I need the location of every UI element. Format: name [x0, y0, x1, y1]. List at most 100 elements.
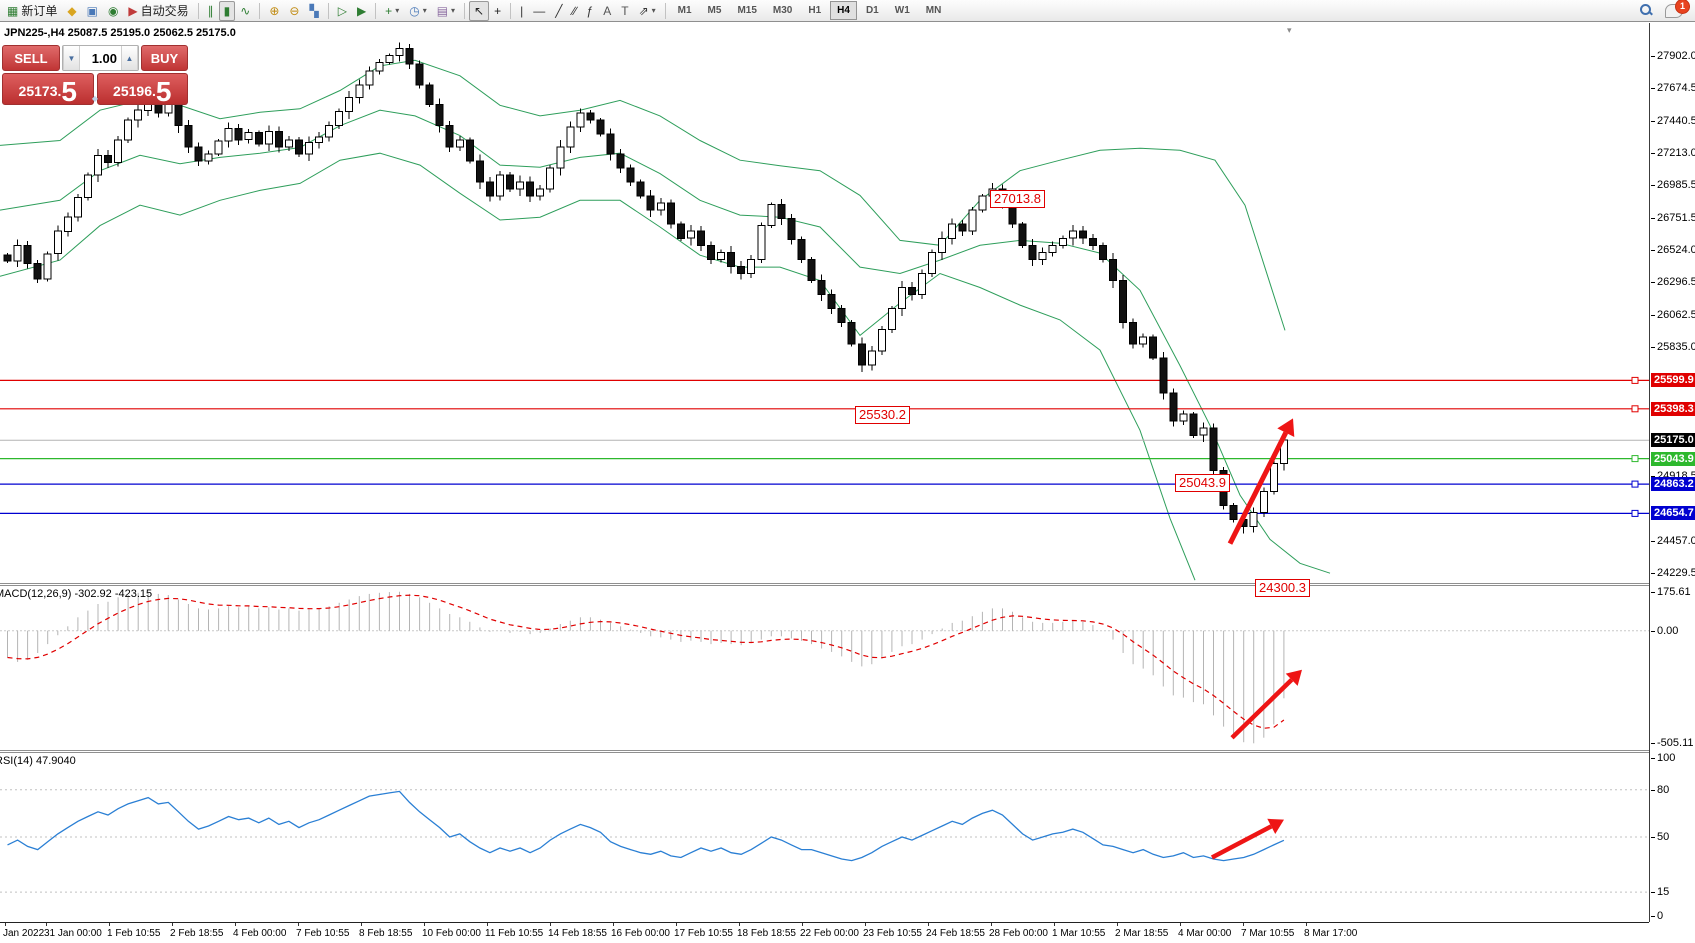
chat-icon[interactable]: 1: [1665, 0, 1690, 18]
tile-windows-button[interactable]: ▚: [304, 1, 323, 21]
chart-shift-marker[interactable]: ▾: [1287, 25, 1292, 35]
time-tick: [1117, 923, 1118, 926]
volume-increase-button[interactable]: ▲: [121, 46, 138, 70]
price-callout[interactable]: 25043.9: [1175, 474, 1230, 492]
price-callout[interactable]: 24300.3: [1255, 579, 1310, 597]
indicators-button[interactable]: + ▾: [380, 1, 404, 21]
chart-area: JPN225-,H4 25087.5 25195.0 25062.5 25175…: [0, 23, 1695, 943]
market-watch-button[interactable]: ◆: [62, 1, 81, 21]
rsi-canvas[interactable]: [0, 752, 1649, 922]
trend-arrow[interactable]: [1227, 418, 1295, 545]
search-icon[interactable]: [1640, 4, 1653, 17]
crosshair-button[interactable]: +: [489, 1, 506, 21]
macd-canvas[interactable]: [0, 585, 1649, 750]
hline-handle[interactable]: [1631, 509, 1639, 517]
chevron-down-icon[interactable]: ▾: [451, 6, 456, 15]
toolbar-separator: [375, 2, 377, 19]
vertical-line-button[interactable]: |: [515, 1, 528, 21]
price-callout[interactable]: 25530.2: [855, 406, 910, 424]
chart-shift-button[interactable]: ▶: [352, 1, 371, 21]
periods-icon: ◷: [409, 3, 420, 18]
data-window-button[interactable]: ▣: [82, 1, 103, 21]
horizontal-line-button[interactable]: —: [528, 1, 550, 21]
tile-windows-icon: ▚: [309, 3, 319, 18]
timeframe-m15[interactable]: M15: [737, 5, 757, 16]
hline-handle[interactable]: [1631, 405, 1639, 413]
rsi-axis-tick: 80: [1651, 784, 1669, 796]
macd-indicator-label: MACD(12,26,9) -302.92 -423.15: [0, 588, 153, 600]
arrows-tool-button[interactable]: ⇗ ▾: [634, 1, 661, 21]
templates-button[interactable]: ▤ ▾: [432, 1, 460, 21]
new-order-button[interactable]: ▦ 新订单: [2, 1, 62, 21]
chevron-down-icon[interactable]: ▾: [395, 6, 400, 15]
macd-axis-tick: -505.11: [1651, 737, 1694, 749]
trendline-icon: ╱: [555, 3, 563, 18]
horizontal-line-icon: —: [533, 3, 546, 18]
trendline-button[interactable]: ╱: [550, 1, 567, 21]
time-tick: [1180, 923, 1181, 926]
zoom-in-button[interactable]: ⊕: [264, 1, 284, 21]
macd-axis-tick: 175.61: [1651, 586, 1691, 598]
zoom-out-button[interactable]: ⊖: [284, 1, 304, 21]
pane-divider[interactable]: [0, 750, 1649, 753]
time-tick: [991, 923, 992, 926]
bollinger-upper[interactable]: [0, 59, 1286, 331]
price-callout[interactable]: 27013.8: [990, 190, 1045, 208]
cursor-icon: ↖: [474, 3, 485, 18]
signals-button[interactable]: ◉: [103, 1, 123, 21]
time-label: 1 Mar 10:55: [1052, 928, 1106, 939]
time-tick: [172, 923, 173, 926]
time-tick: [802, 923, 803, 926]
timeframe-mn[interactable]: MN: [925, 5, 942, 16]
sell-button[interactable]: SELL: [2, 45, 60, 71]
channel-button[interactable]: ∕∕: [568, 1, 582, 21]
volume-decrease-button[interactable]: ▼: [63, 46, 80, 70]
chevron-down-icon[interactable]: ▾: [651, 6, 656, 15]
volume-input[interactable]: [80, 46, 121, 70]
time-tick: [676, 923, 677, 926]
timeframe-h1[interactable]: H1: [808, 5, 822, 16]
hline-handle[interactable]: [1631, 455, 1639, 463]
hline-handle[interactable]: [1631, 480, 1639, 488]
trend-arrow[interactable]: [1230, 669, 1302, 740]
time-label: 7 Mar 10:55: [1241, 928, 1295, 939]
timeframe-w1[interactable]: W1: [894, 5, 910, 16]
one-click-top-row: SELL ▼ ▲ BUY: [2, 45, 188, 71]
channel-icon: ∕∕: [572, 3, 577, 18]
price-tick: 26062.5: [1651, 309, 1695, 321]
fibonacci-button[interactable]: ƒ: [582, 1, 599, 21]
fibonacci-icon: ƒ: [586, 3, 594, 18]
bar-chart-button[interactable]: ∥: [203, 1, 219, 21]
timeframe-d1[interactable]: D1: [865, 5, 879, 16]
time-axis[interactable]: Jan 2022 31 Jan 00:00 1 Feb 10:55 2 Feb 18:…: [0, 923, 1649, 943]
timeframe-m5[interactable]: M5: [707, 5, 722, 16]
chevron-down-icon[interactable]: ▾: [422, 6, 427, 15]
hline-handle[interactable]: [1631, 376, 1639, 384]
time-label: 18 Feb 18:55: [737, 928, 796, 939]
periods-button[interactable]: ◷ ▾: [404, 1, 432, 21]
autotrading-button[interactable]: ▶ 自动交易: [123, 1, 193, 21]
text-button[interactable]: A: [598, 1, 616, 21]
bollinger-middle[interactable]: [0, 109, 1331, 574]
buy-button[interactable]: BUY: [141, 45, 188, 71]
toolbar-separator: [259, 2, 261, 19]
trend-arrow[interactable]: [1210, 818, 1284, 860]
sell-price-tile[interactable]: 25173. 5: [2, 73, 94, 106]
buy-price-tile[interactable]: 25196. 5: [96, 73, 188, 106]
text-label-button[interactable]: T: [616, 1, 633, 21]
autotrading-icon: ▶: [128, 3, 138, 18]
time-tick: [298, 923, 299, 926]
timeframe-m30[interactable]: M30: [772, 5, 793, 16]
cursor-button[interactable]: ↖: [469, 0, 490, 21]
price-axis[interactable]: 27902.0 27674.5 27440.5 27213.0 26985.5 26751…: [1649, 23, 1695, 922]
timeframe-m1[interactable]: M1: [677, 5, 692, 16]
timeframe-h4[interactable]: H4: [830, 1, 857, 20]
line-chart-button[interactable]: ∿: [235, 1, 255, 21]
price-line-axis-label: 24863.2: [1651, 477, 1695, 491]
bollinger-lower[interactable]: [0, 152, 1196, 581]
auto-scroll-button[interactable]: ▷: [333, 1, 352, 21]
pane-divider[interactable]: [0, 583, 1649, 586]
main-chart-canvas[interactable]: [0, 23, 1649, 583]
candlestick-chart-button[interactable]: ▮: [218, 0, 236, 21]
